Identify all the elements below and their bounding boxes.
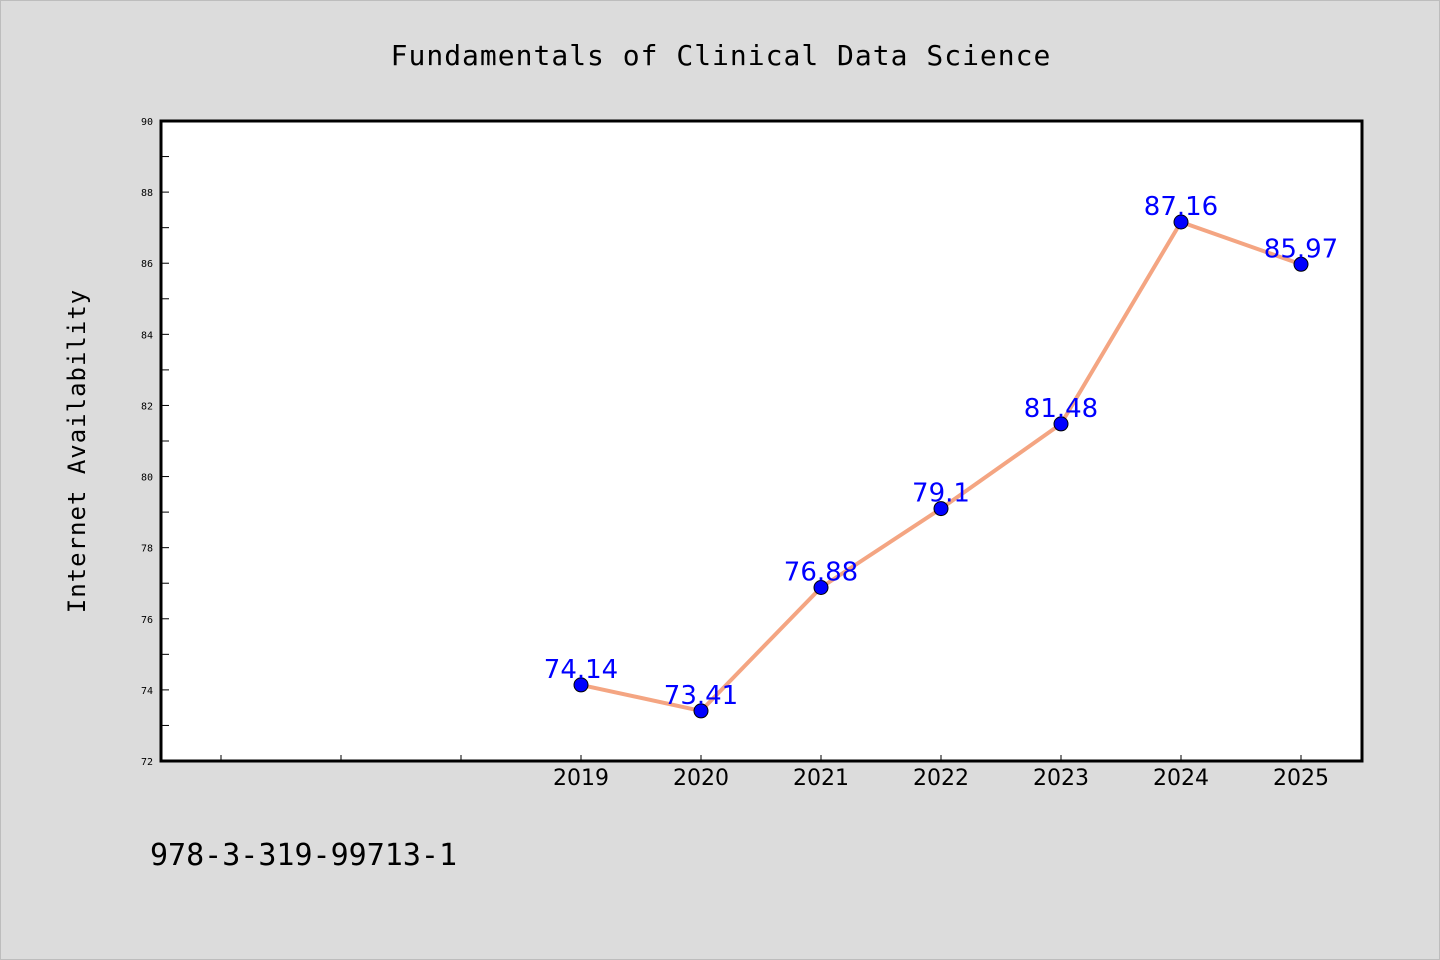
chart-title: Fundamentals of Clinical Data Science [391, 39, 1052, 72]
data-label: 87.16 [1144, 192, 1218, 222]
x-tick-label: 2021 [793, 766, 849, 791]
y-tick-label: 76 [141, 615, 153, 626]
plot-frame [159, 119, 1364, 763]
data-point [693, 703, 709, 719]
y-tick-label: 72 [141, 757, 153, 768]
y-tick-label: 84 [141, 330, 153, 341]
data-label: 79.1 [912, 479, 970, 509]
data-label: 76.88 [784, 558, 858, 588]
y-tick-label: 74 [141, 686, 153, 697]
y-tick-label: 78 [141, 544, 153, 555]
data-label: 73.41 [664, 681, 738, 711]
data-point [933, 501, 949, 517]
x-tick-label: 2019 [553, 766, 609, 791]
y-tick-label: 86 [141, 259, 153, 270]
x-tick-label: 2024 [1153, 766, 1209, 791]
x-tick-label: 2020 [673, 766, 729, 791]
y-tick-label: 80 [141, 473, 153, 484]
data-label: 81.48 [1024, 394, 1098, 424]
x-tick-label: 2022 [913, 766, 969, 791]
y-tick-label: 90 [141, 117, 153, 128]
plot-background [161, 121, 1362, 761]
data-point [1173, 214, 1189, 230]
data-point [573, 677, 589, 693]
footer-code: 978-3-319-99713-1 [150, 838, 457, 873]
y-axis-label: Internet Availability [63, 289, 91, 613]
data-point [1293, 256, 1309, 272]
data-label: 85.97 [1264, 234, 1338, 264]
plot-area: 72 74 76 78 80 82 84 86 88 90 2019 2020 2021 2022 2023… [141, 117, 1364, 791]
x-tick-label: 2023 [1033, 766, 1089, 791]
y-tick-label: 82 [141, 401, 153, 412]
y-tick-label: 88 [141, 188, 153, 199]
data-point [813, 580, 829, 595]
x-tick-label: 2025 [1273, 766, 1329, 791]
data-label: 74.14 [544, 655, 618, 685]
data-point [1053, 416, 1069, 432]
